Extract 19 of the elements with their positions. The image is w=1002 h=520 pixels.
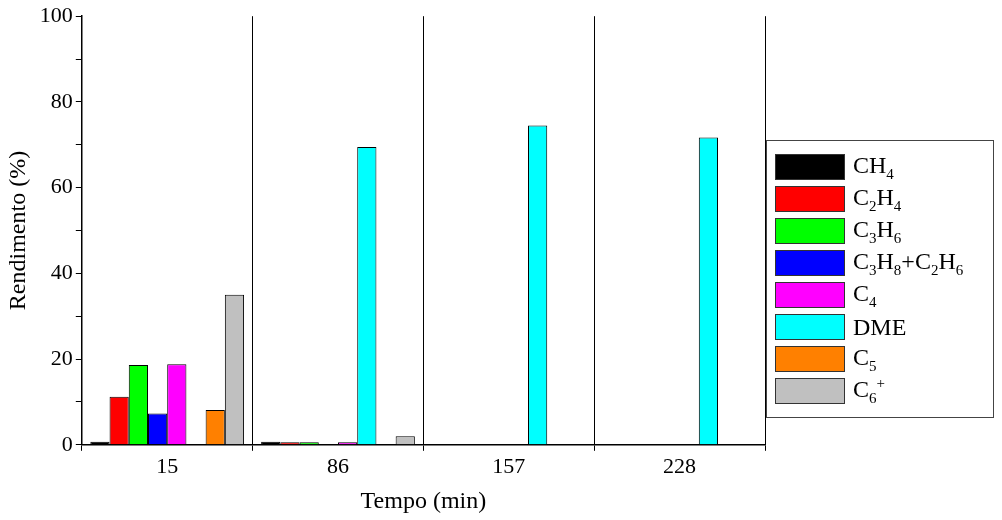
y-axis-title: Rendimento (%)	[3, 150, 30, 311]
x-tick-label: 15	[156, 452, 179, 478]
y-tick-label: 20	[50, 344, 73, 370]
y-tick-label: 80	[50, 87, 73, 113]
y-tick-label: 40	[50, 259, 73, 285]
legend-label: C$_{3}$H$_{8}$+C$_{2}$H$_{6}$	[853, 247, 964, 279]
legend-label: DME	[853, 313, 907, 341]
legend-label: CH$_{4}$	[853, 151, 894, 183]
x-tick-label: 157	[492, 452, 526, 478]
x-tick-label: 86	[327, 452, 349, 478]
y-tick-label: 60	[50, 173, 73, 199]
legend-label: C$_{5}$	[853, 343, 877, 375]
legend-label: C$_{3}$H$_{6}$	[853, 215, 902, 247]
legend-label: C$_{2}$H$_{4}$	[853, 183, 902, 215]
x-tick-label: 228	[663, 452, 697, 478]
y-tick-label: 0	[61, 430, 73, 456]
y-tick-label: 100	[39, 1, 73, 27]
x-axis-title: Tempo (min)	[360, 486, 487, 513]
legend-label: C$_{4}$	[853, 279, 877, 311]
